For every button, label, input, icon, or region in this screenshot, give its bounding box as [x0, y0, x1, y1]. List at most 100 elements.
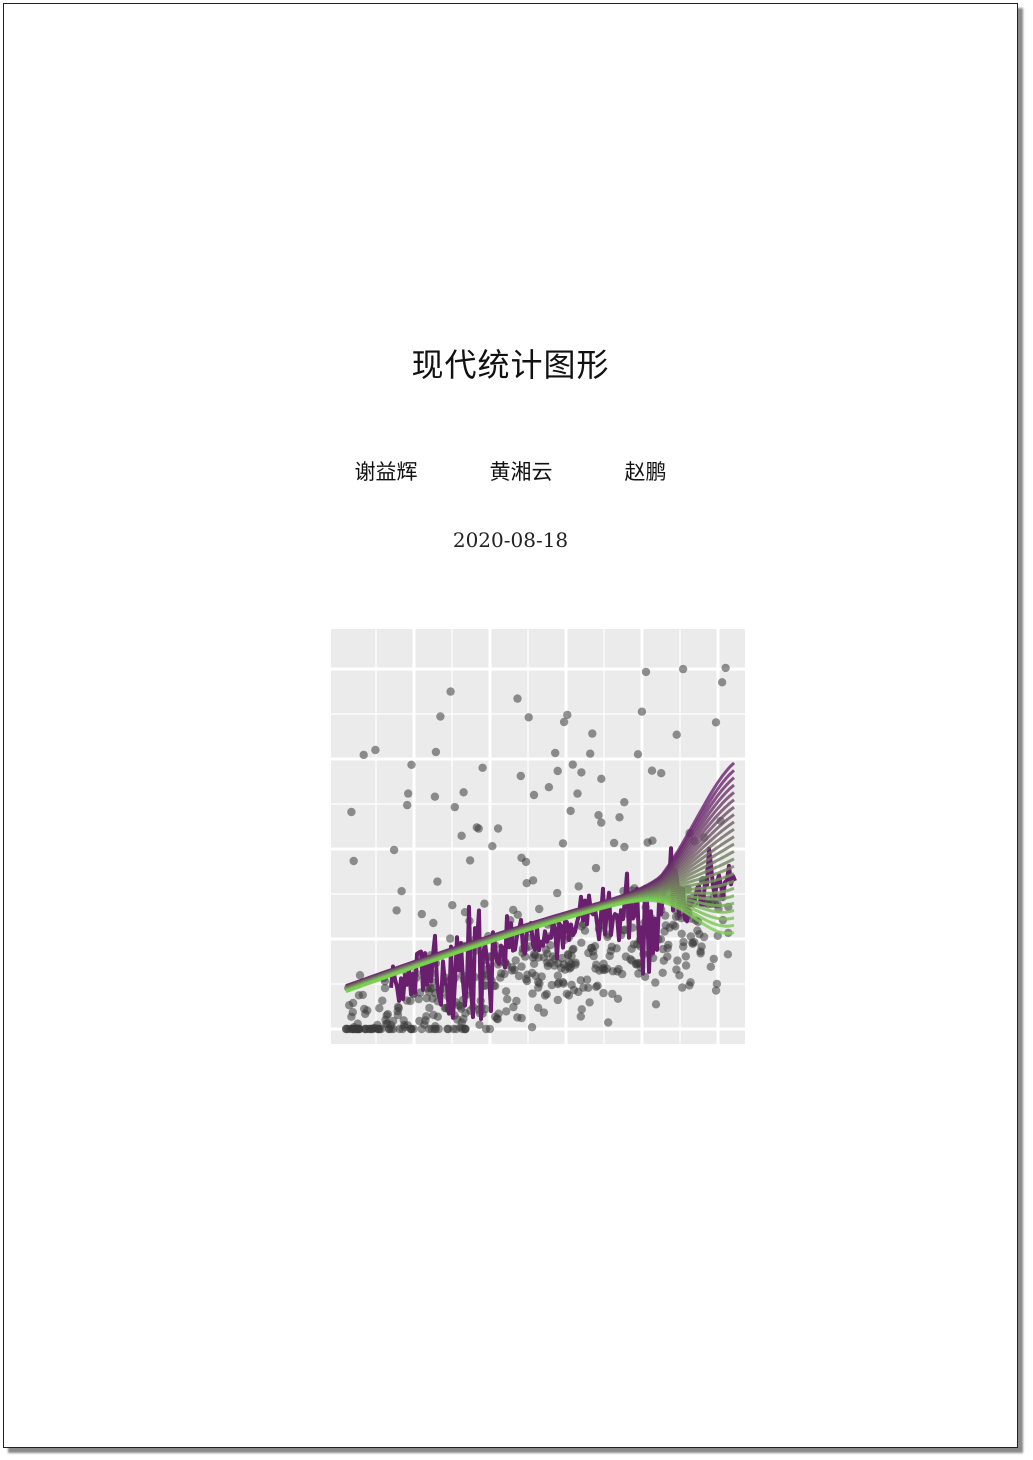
scatter-point [573, 789, 582, 798]
scatter-point [608, 989, 617, 999]
scatter-point [679, 942, 688, 951]
scatter-point [493, 824, 503, 833]
scatter-point [388, 1016, 398, 1026]
scatter-point [597, 818, 606, 827]
scatter-point [591, 863, 601, 873]
scatter-point [569, 985, 579, 995]
scatter-point [393, 1010, 403, 1020]
scatter-point [446, 934, 455, 943]
scatter-point [355, 971, 365, 980]
scatter-point [511, 956, 520, 965]
scatter-point [543, 961, 552, 971]
scatter-point [521, 857, 531, 867]
scatter-point [558, 839, 568, 848]
scatter-point [579, 983, 588, 992]
scatter-point [580, 926, 590, 935]
scatter-point [508, 963, 517, 972]
scatter-point [475, 1020, 484, 1029]
scatter-point [599, 988, 608, 998]
scatter-point [678, 664, 688, 674]
scatter-point [450, 802, 459, 812]
scatter-point [576, 976, 585, 985]
scatter-point [472, 823, 481, 832]
scatter-point [407, 760, 416, 769]
scatter-point [517, 962, 526, 971]
scatter-point [424, 987, 434, 996]
scatter-point [496, 973, 505, 982]
scatter-point [398, 1024, 407, 1034]
scatter-point [431, 747, 441, 757]
scatter-point [422, 1012, 431, 1021]
scatter-point [449, 1024, 458, 1034]
scatter-point [378, 996, 387, 1005]
scatter-point [528, 876, 538, 885]
scatter-point [539, 1008, 549, 1017]
scatter-point [397, 887, 406, 896]
scatter-point [514, 971, 524, 981]
scatter-point [651, 1000, 661, 1009]
scatter-point [588, 729, 597, 738]
scatter-point [577, 938, 586, 947]
scatter-point [492, 1014, 502, 1023]
scatter-point [553, 995, 562, 1005]
scatter-point [569, 944, 578, 954]
scatter-point [588, 947, 598, 956]
scatter-point [712, 979, 722, 989]
scatter-point [641, 667, 651, 677]
scatter-point [347, 1012, 356, 1021]
scatter-point [675, 971, 684, 980]
scatter-point [566, 806, 575, 816]
scatter-point [488, 842, 497, 851]
scatter-point [375, 1024, 384, 1034]
scatter-point [681, 961, 691, 970]
scatter-point [481, 1024, 491, 1034]
scatter-point [582, 975, 592, 984]
scatter-point [389, 845, 399, 855]
scatter-point [577, 768, 586, 777]
scatter-point [404, 789, 413, 798]
scatter-point [436, 712, 445, 721]
scatter-point [550, 961, 559, 970]
scatter-point [651, 978, 660, 987]
scatter-point [522, 976, 532, 986]
scatter-point [349, 856, 358, 866]
scatter-point [685, 981, 694, 990]
scatter-point [392, 906, 401, 915]
scatter-point [420, 1020, 429, 1029]
scatter-point [604, 1018, 613, 1027]
scatter-point [535, 904, 544, 914]
scatter-point [534, 953, 543, 962]
scatter-point [381, 1015, 390, 1025]
scatter-point [351, 1024, 361, 1034]
scatter-point [563, 710, 572, 720]
scatter-point [375, 1004, 384, 1013]
scatter-point [529, 790, 539, 800]
scatter-point [393, 1002, 403, 1012]
smooth-band-line [345, 898, 735, 994]
smooth-band [345, 761, 736, 994]
scatter-point [443, 1024, 452, 1034]
scatter-point [553, 979, 563, 989]
scatter-point [633, 750, 643, 759]
scatter-point [574, 882, 583, 891]
scatter-point [425, 1003, 434, 1013]
scatter-point [342, 1024, 351, 1034]
scatter-point [553, 766, 562, 776]
scatter-point [403, 800, 412, 810]
scatter-point [448, 901, 457, 910]
scatter-point [599, 959, 608, 968]
scatter-point [686, 932, 695, 941]
scatter-point [480, 899, 489, 908]
scatter-point [706, 962, 715, 971]
scatter-point [723, 950, 733, 959]
scatter-point [380, 983, 390, 993]
scatter-point [429, 918, 438, 928]
scatter-point [503, 995, 512, 1004]
scatter-point [711, 986, 721, 995]
scatter-point [562, 989, 571, 998]
scatter-point [615, 813, 624, 822]
scatter-point [717, 678, 727, 687]
scatter-point [430, 792, 440, 801]
scatter-point [658, 968, 667, 977]
scatter-point [607, 942, 616, 951]
